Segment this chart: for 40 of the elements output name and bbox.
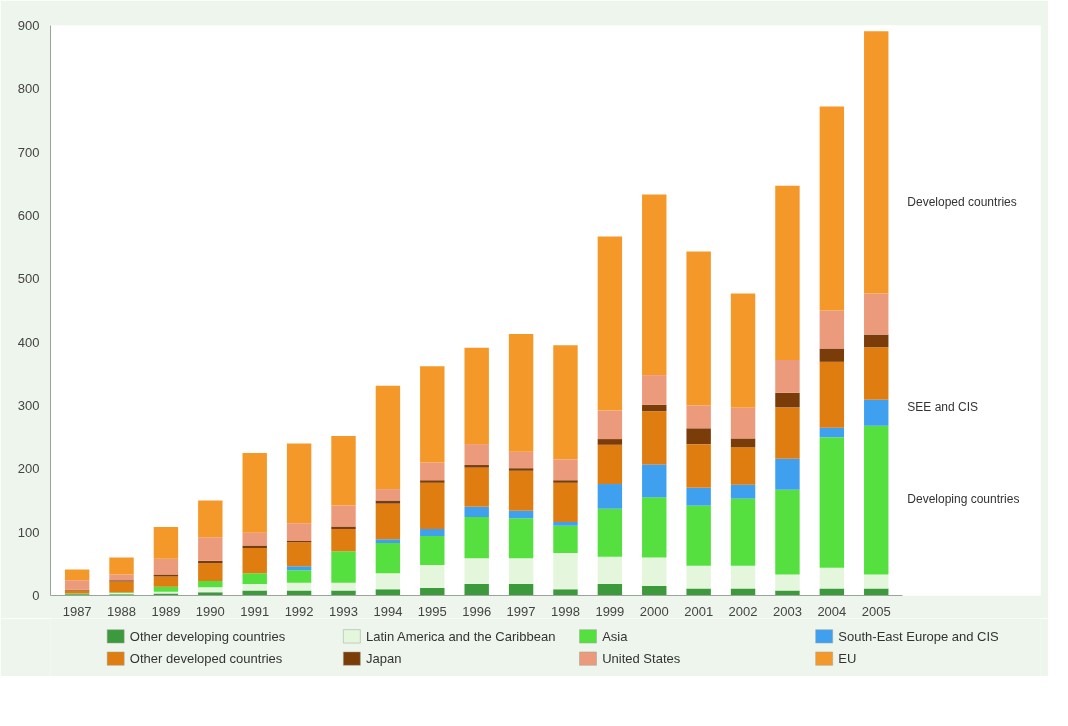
x-tick-label: 1989: [151, 603, 181, 619]
x-tick-label: 1999: [595, 603, 625, 619]
x-tick-label: 1992: [284, 603, 314, 619]
x-tick-label: 1998: [551, 603, 580, 619]
x-tick-label: 2005: [861, 603, 891, 619]
text: Developed countries: [907, 195, 1017, 210]
x-tick-label: 2000: [639, 603, 669, 619]
text: Developing countries: [907, 491, 1020, 506]
x-tick-label: 2001: [684, 603, 714, 619]
legend-label: South-East Europe and CIS: [838, 628, 1000, 644]
x-tick-label: 2003: [772, 603, 802, 619]
legend-label: United States: [602, 651, 681, 667]
y-tick-label: 0: [32, 588, 40, 603]
x-tick-label: 1995: [417, 603, 447, 619]
y-tick-label: 100: [17, 524, 40, 540]
legend-label: EU: [838, 651, 857, 667]
y-tick-label: 600: [17, 208, 40, 223]
legend-label: Japan: [366, 651, 402, 667]
x-tick-label: 1993: [329, 603, 358, 619]
x-tick-label: 1988: [107, 603, 136, 619]
y-tick-label: 800: [17, 81, 40, 97]
x-tick-label: 1990: [195, 603, 225, 619]
legend-label: Latin America and the Caribbean: [366, 628, 556, 644]
x-tick-label: 1991: [240, 603, 270, 619]
y-tick-label: 400: [17, 334, 40, 350]
y-tick-label: 900: [17, 18, 40, 33]
legend-label: Asia: [602, 628, 629, 644]
y-tick-label: 700: [17, 144, 40, 160]
x-tick-label: 1996: [462, 603, 492, 619]
legend-label: Other developing countries: [129, 628, 286, 644]
y-tick-label: 500: [17, 271, 40, 287]
text: SEE and CIS: [907, 400, 979, 415]
y-tick-label: 200: [17, 461, 40, 477]
y-tick-label: 300: [17, 398, 40, 413]
x-tick-label: 2004: [817, 603, 847, 619]
x-tick-label: 1987: [62, 603, 92, 619]
x-tick-label: 2002: [728, 603, 758, 619]
x-tick-label: 1997: [506, 603, 536, 619]
x-tick-label: 1994: [373, 603, 403, 619]
legend-label: Other developed countries: [129, 651, 283, 667]
